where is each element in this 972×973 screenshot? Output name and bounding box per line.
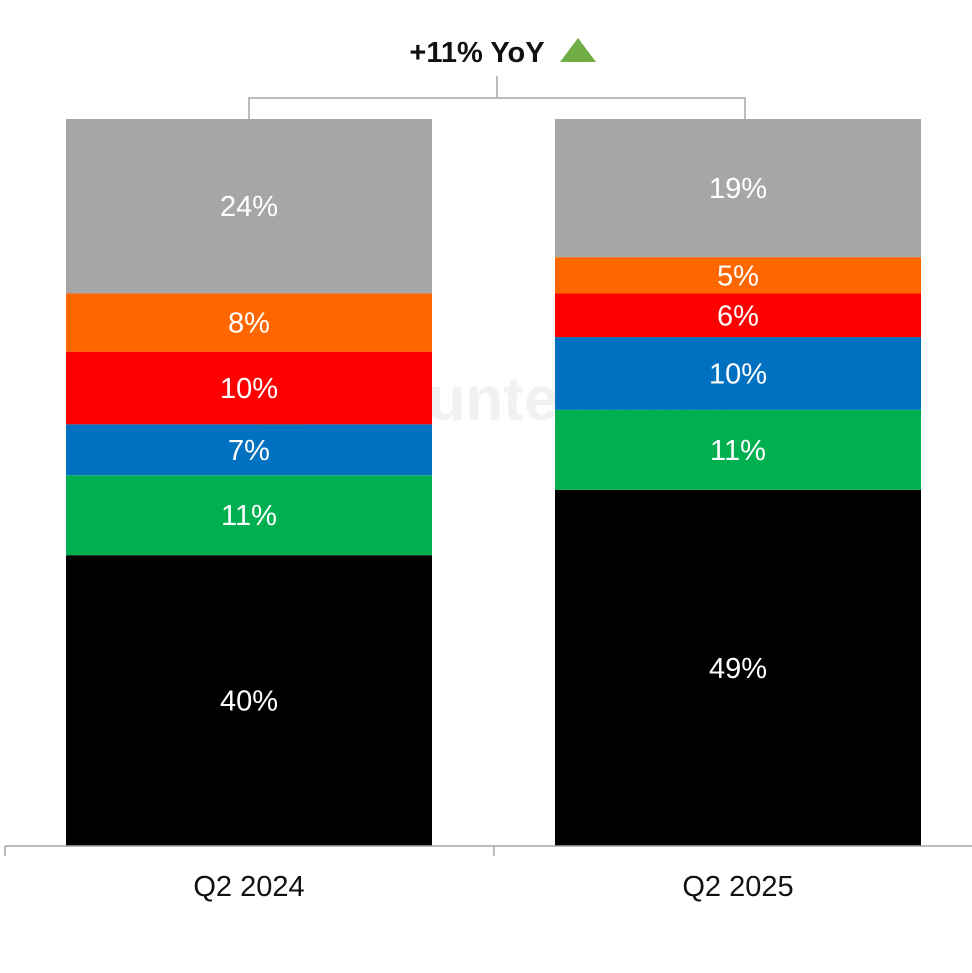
bar-segment [555, 119, 921, 258]
data-label: 6% [717, 300, 759, 332]
bar-segment [555, 293, 921, 338]
yoy-bracket: +11% YoY [248, 37, 746, 119]
bar-segment [66, 555, 432, 846]
data-label: 11% [221, 500, 277, 532]
bar-segment [66, 351, 432, 425]
bars [66, 119, 921, 846]
x-axis: Q2 2024 Q2 2025 [4, 845, 972, 903]
bar-segment [555, 409, 921, 490]
x-tick-label: Q2 2025 [682, 871, 793, 903]
data-label: 10% [709, 358, 767, 390]
up-triangle-icon [560, 38, 596, 62]
bar-segment [66, 475, 432, 556]
bracket-line [248, 76, 746, 119]
x-tick-label: Q2 2024 [193, 871, 304, 903]
data-label: 7% [228, 435, 270, 467]
bar-segment [66, 119, 432, 294]
data-label: 24% [220, 191, 278, 223]
data-label: 49% [709, 653, 767, 685]
data-label: 19% [709, 173, 767, 205]
bar-segment [555, 489, 921, 846]
bar-segment [66, 293, 432, 352]
segment-labels: 40% 11% 7% 10% 8% 24% 49% 11% 10% 6% 5% 19% [220, 173, 767, 718]
bar-segment [555, 257, 921, 294]
category-labels: Q2 2024 Q2 2025 [193, 871, 793, 903]
data-label: 40% [220, 686, 278, 718]
data-label: 10% [220, 373, 278, 405]
yoy-annotation: +11% YoY [409, 37, 544, 69]
data-label: 11% [710, 435, 766, 467]
data-label: 8% [228, 308, 270, 340]
data-label: 5% [717, 260, 759, 292]
bar-segment [66, 424, 432, 476]
bar-segment [555, 337, 921, 410]
